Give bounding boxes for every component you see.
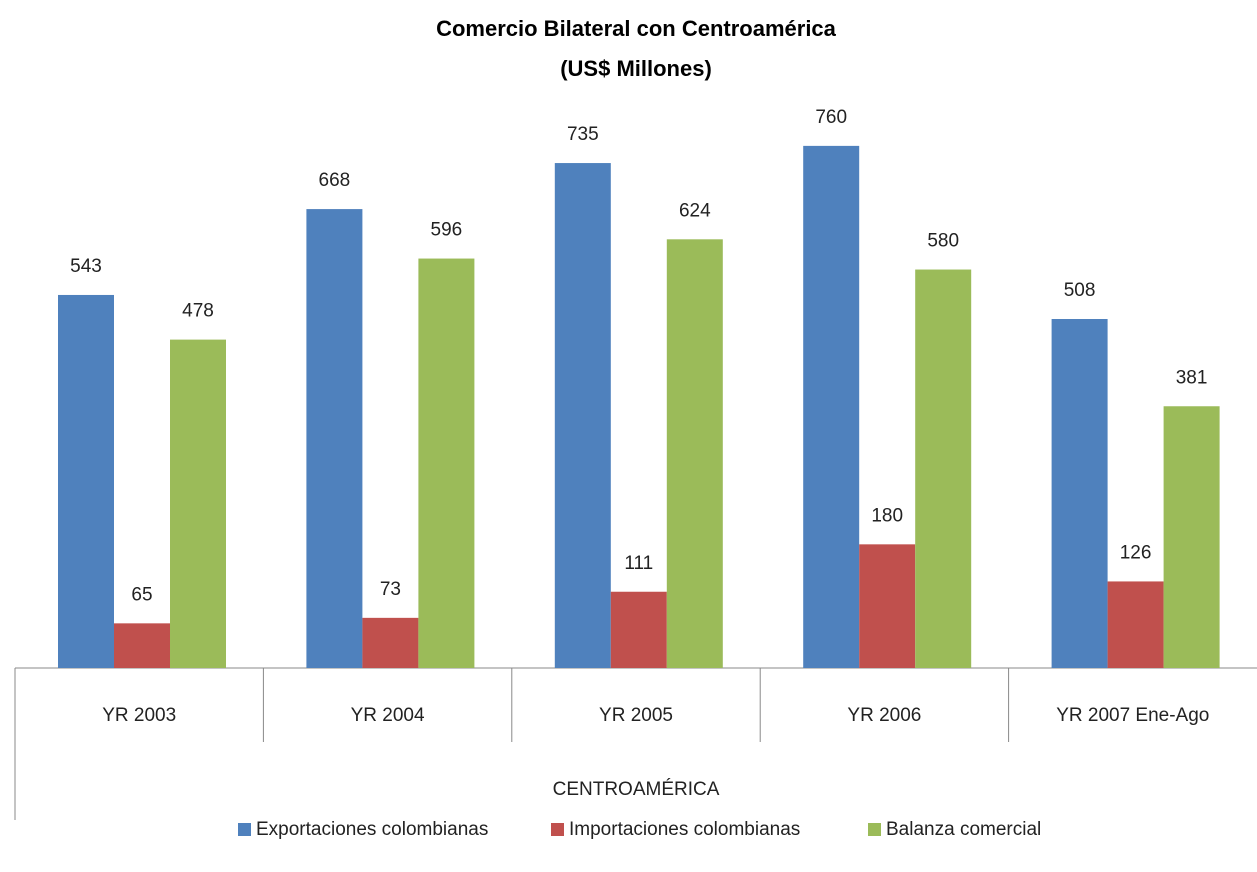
data-label: 111 (624, 553, 653, 574)
bar (1163, 406, 1220, 668)
bar (170, 339, 226, 668)
bar (58, 294, 114, 668)
legend-label: Exportaciones colombianas (256, 819, 488, 840)
data-label: 668 (319, 170, 351, 191)
bar (362, 617, 419, 668)
data-label: 381 (1176, 367, 1208, 388)
data-label: 580 (927, 231, 959, 252)
legend-label: Importaciones colombianas (569, 819, 800, 840)
data-label: 543 (70, 256, 102, 277)
legend-swatch (868, 823, 881, 836)
data-label: 478 (182, 301, 214, 322)
legend-label: Balanza comercial (886, 819, 1041, 840)
chart-title: Comercio Bilateral con Centroamérica (436, 16, 837, 41)
group-label: CENTROAMÉRICA (553, 779, 720, 800)
x-tick-label: YR 2004 (351, 705, 425, 726)
bar (803, 145, 860, 668)
data-label: 65 (131, 584, 152, 605)
data-label: 596 (431, 220, 463, 241)
data-label: 508 (1064, 280, 1096, 301)
bar (666, 239, 723, 668)
bar (418, 258, 475, 668)
bar (610, 591, 667, 668)
x-tick-label: YR 2003 (102, 705, 176, 726)
data-label: 735 (567, 124, 599, 145)
x-tick-label: YR 2006 (847, 705, 921, 726)
bar (1051, 319, 1108, 668)
chart-subtitle: (US$ Millones) (560, 56, 712, 81)
data-label: 760 (815, 107, 847, 128)
bar (859, 544, 916, 668)
bar (554, 163, 611, 668)
x-tick-label: YR 2005 (599, 705, 673, 726)
legend-swatch (551, 823, 564, 836)
bar (915, 269, 972, 668)
legend-swatch (238, 823, 251, 836)
data-label: 126 (1120, 542, 1152, 563)
data-label: 180 (871, 505, 903, 526)
bar (1107, 581, 1164, 668)
bar (306, 209, 363, 669)
bar (114, 623, 170, 668)
data-label: 624 (679, 200, 711, 221)
data-label: 73 (380, 579, 401, 600)
x-tick-label: YR 2007 Ene-Ago (1056, 705, 1209, 726)
